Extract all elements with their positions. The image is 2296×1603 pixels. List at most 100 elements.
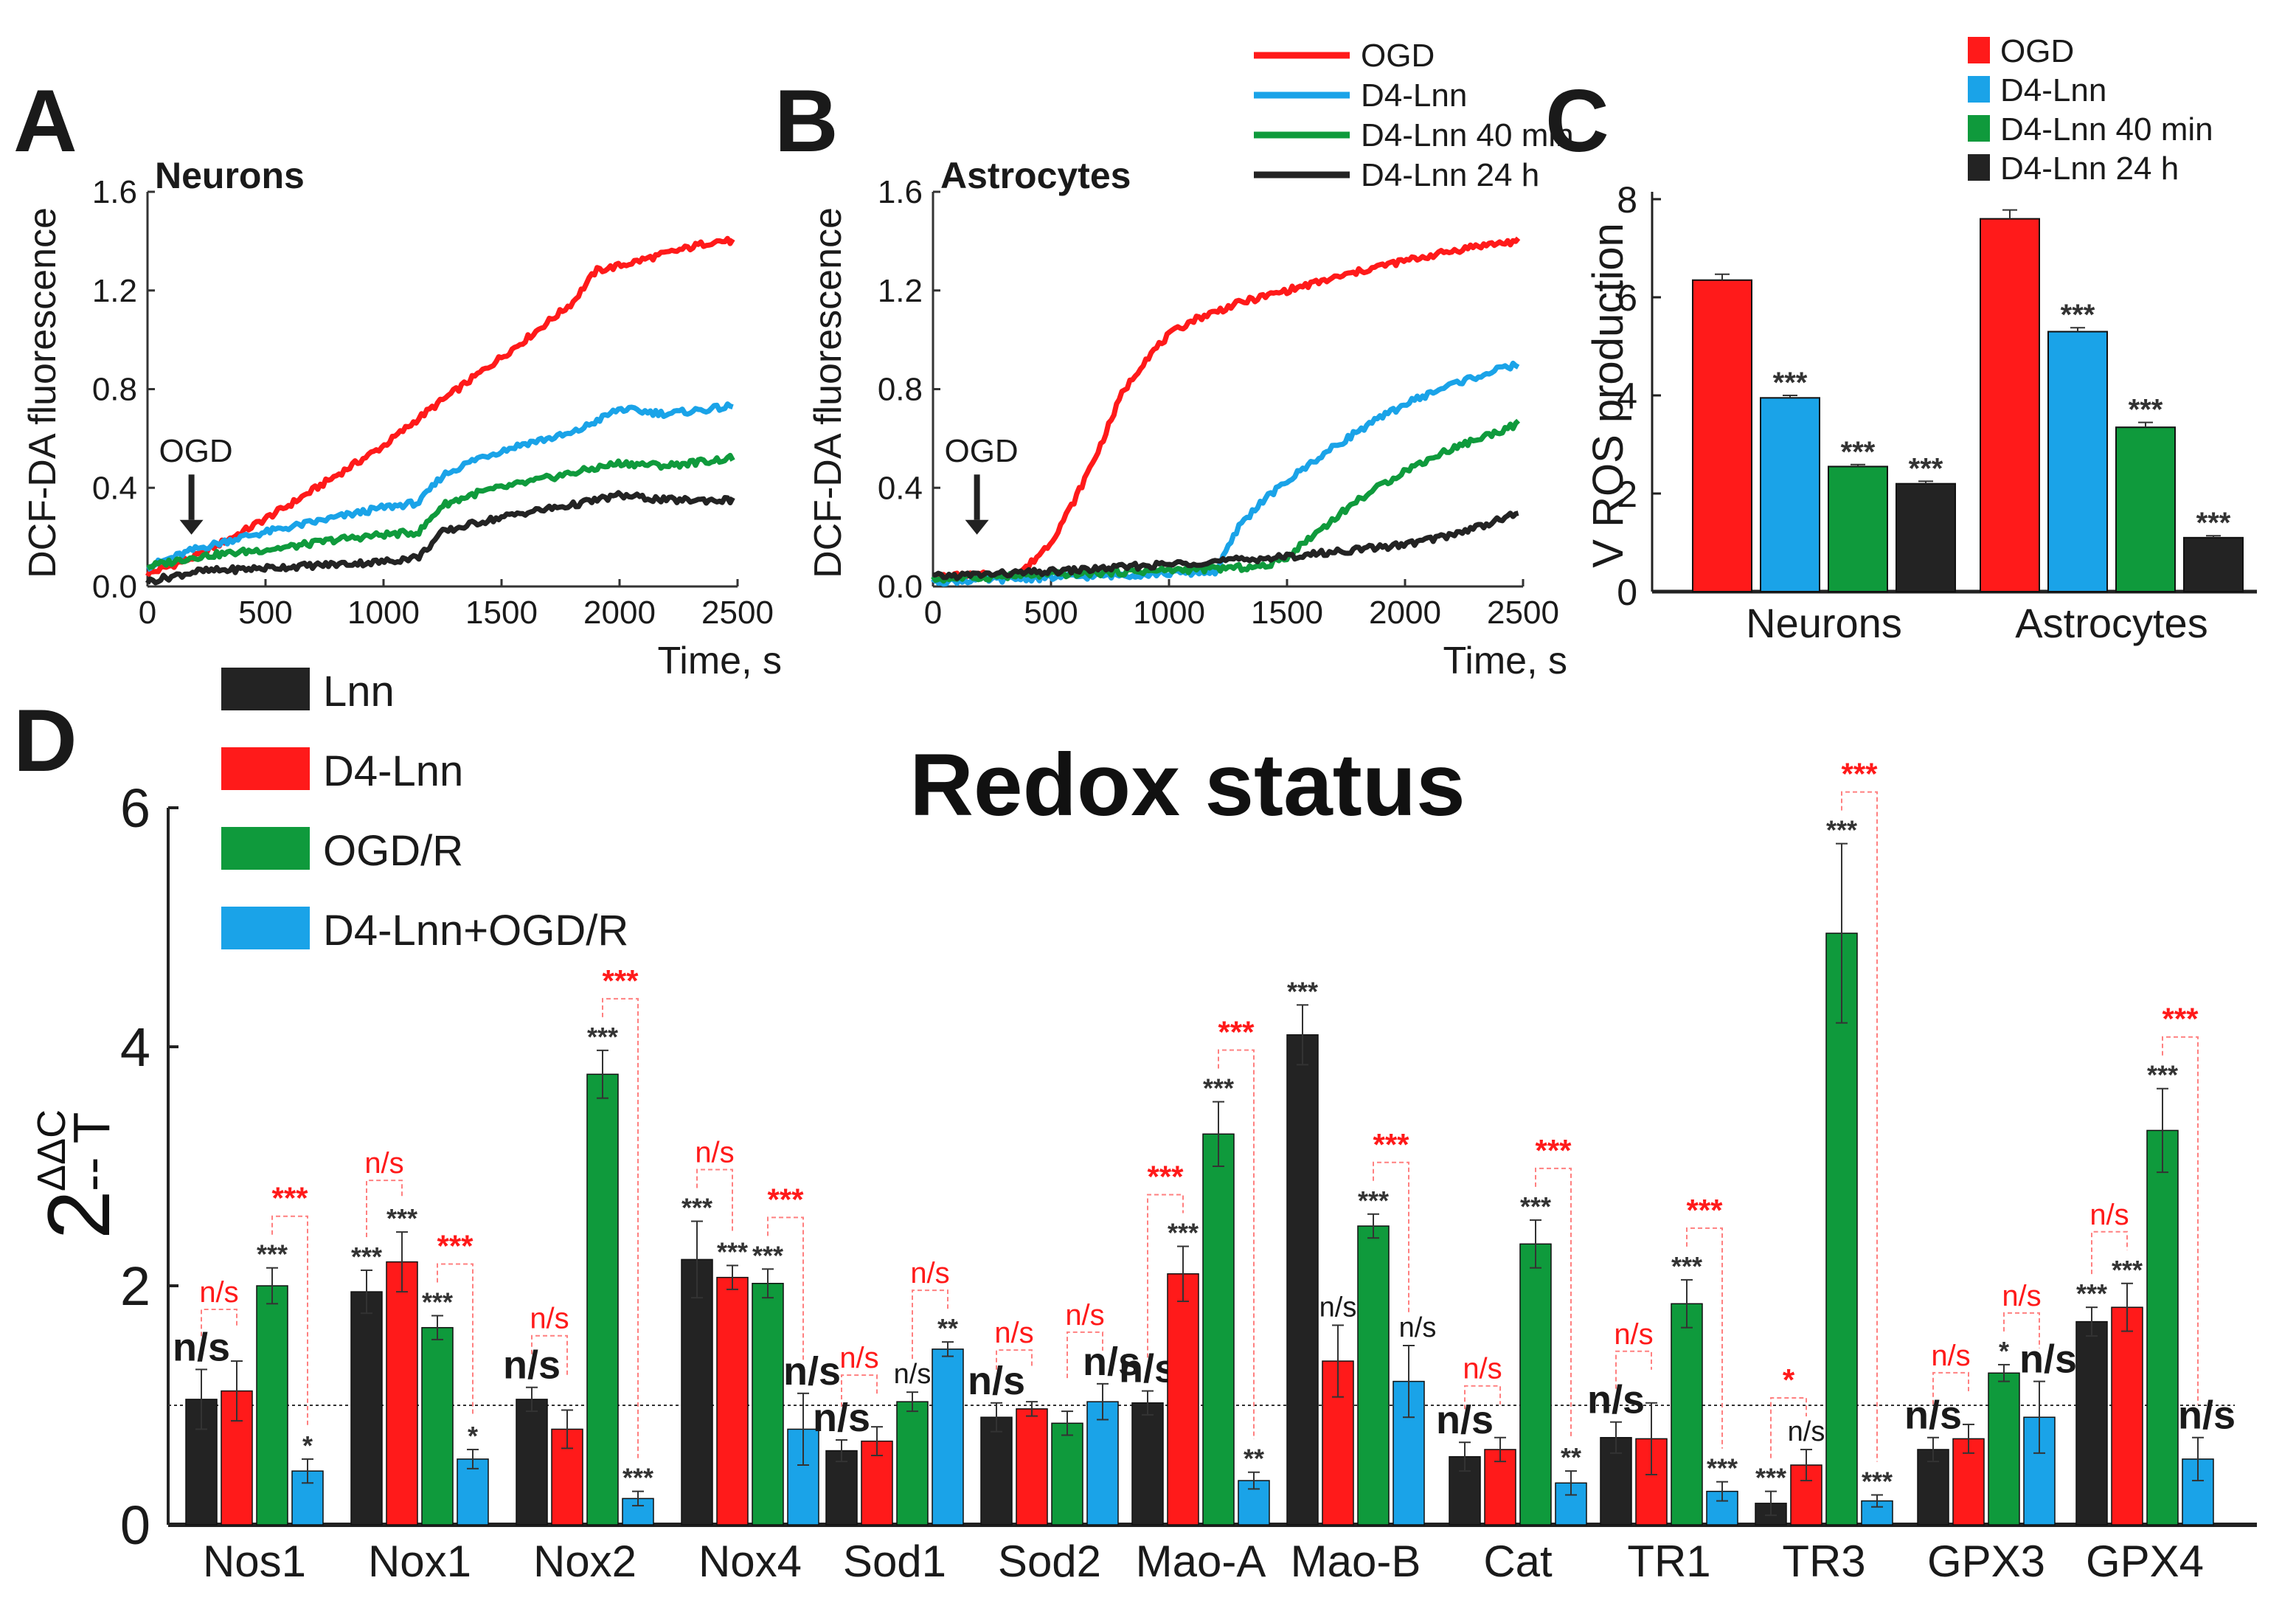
bar-d4-lnn-sod2 <box>1016 1408 1048 1526</box>
significance-marker: *** <box>2061 299 2095 331</box>
category-label-tr1: TR1 <box>1627 1537 1710 1586</box>
comparison-significance: * <box>1783 1363 1795 1397</box>
bar-ogd-r-sod2 <box>1051 1422 1083 1526</box>
bar-ogd-neurons <box>1692 279 1752 592</box>
comparison-significance: *** <box>1147 1160 1184 1194</box>
comparison-significance: n/s <box>1463 1353 1502 1385</box>
legend-label-ogd: OGD <box>1361 38 1435 74</box>
category-label-mao-a: Mao-A <box>1136 1537 1266 1586</box>
comparison-bracket <box>2162 1036 2199 1405</box>
comparison-bracket <box>1218 1049 1255 1439</box>
legend-label-lnn: Lnn <box>323 668 395 716</box>
category-label-tr3: TR3 <box>1782 1537 1865 1586</box>
comparison-significance: n/s <box>994 1317 1033 1349</box>
significance-marker: *** <box>1707 1453 1738 1483</box>
comparison-bracket <box>1464 1385 1501 1410</box>
x-tick-label: 1000 <box>347 595 420 631</box>
ogd-arrow-head <box>965 519 989 535</box>
bar-d4-lnn-neurons <box>1760 397 1820 592</box>
panel-b-line-chart: 0 500 1000 1500 2000 2500 0.0 0.4 0.8 1.2 1.6 Astro… <box>807 38 1574 682</box>
series-line-d4-lnn-24-h <box>932 510 1519 581</box>
bar-lnn-nox4 <box>681 1258 713 1526</box>
chart-title: Redox status <box>909 735 1466 834</box>
panel-letter-d: D <box>13 691 77 790</box>
comparison-significance: n/s <box>530 1303 569 1335</box>
significance-marker: *** <box>1520 1191 1551 1222</box>
significance-marker: *** <box>752 1240 783 1270</box>
panel-letter-c: C <box>1545 72 1609 170</box>
y-tick-label: 2 <box>120 1256 150 1317</box>
bar-ogd-r-tr1 <box>1671 1303 1703 1526</box>
y-tick-label: 0 <box>120 1495 150 1556</box>
x-tick-label: 500 <box>238 595 292 631</box>
comparison-significance: n/s <box>695 1137 734 1169</box>
comparison-significance: n/s <box>364 1147 403 1180</box>
comparison-bracket <box>437 1263 474 1416</box>
comparison-significance: n/s <box>1614 1318 1653 1351</box>
bar-ogd-r-tr3 <box>1825 932 1858 1526</box>
bar-lnn-cat <box>1449 1455 1481 1526</box>
significance-marker: n/s <box>1788 1416 1825 1447</box>
significance-marker: n/s <box>2019 1337 2077 1382</box>
legend-label-ogd: OGD <box>2000 33 2074 69</box>
comparison-bracket <box>602 997 639 1458</box>
bar-d4-lnn-ogd-r-sod2 <box>1086 1401 1119 1526</box>
comparison-bracket <box>1067 1331 1103 1379</box>
series-line-d4-lnn-40-min <box>146 452 735 571</box>
y-tick-label: 0.0 <box>92 569 137 605</box>
comparison-bracket <box>696 1169 733 1233</box>
bar-ogd-r-gpx4 <box>2146 1129 2179 1526</box>
bar-d4-lnn-ogd-r-nox1 <box>457 1458 489 1526</box>
comparison-significance: *** <box>602 963 639 998</box>
comparison-bracket <box>1770 1396 1807 1458</box>
significance-marker: * <box>468 1421 478 1451</box>
comparison-bracket <box>2003 1312 2040 1348</box>
significance-marker: *** <box>1841 436 1876 468</box>
legend-label-d4-lnn-24-h: D4-Lnn 24 h <box>1361 157 1539 193</box>
bar-d4-lnn-40-min-astrocytes <box>2115 426 2176 592</box>
y-axis-title: DCF-DA fluorescence <box>807 207 850 578</box>
comparison-significance: n/s <box>2089 1199 2129 1231</box>
bar-d4-lnn-40-min-neurons <box>1828 465 1888 592</box>
panel-a-line-chart: 0 500 1000 1500 2000 2500 0.0 0.4 0.8 1.2 1.6 Neuro… <box>21 155 782 682</box>
x-tick-label: 1500 <box>1251 595 1323 631</box>
comparison-significance: *** <box>1535 1133 1572 1168</box>
legend-label-ogd-r: OGD/R <box>323 827 463 875</box>
legend-swatch-d4-lnn-ogd-r <box>221 907 310 949</box>
legend-label-d4-lnn: D4-Lnn <box>1361 77 1467 114</box>
bar-d4-lnn-nox4 <box>716 1276 749 1526</box>
panel-c-bar-chart: 0 2 4 6 8V ROS production *** *** *** Neurons ***… <box>1584 33 2257 646</box>
significance-marker: ** <box>1561 1442 1581 1472</box>
bar-ogd-r-mao-b <box>1357 1225 1390 1526</box>
x-axis-title: Time, s <box>657 640 782 682</box>
comparison-bracket <box>841 1374 878 1407</box>
comparison-significance: *** <box>1218 1015 1255 1050</box>
legend-swatch-d4-lnn-24-h <box>1968 154 1990 181</box>
comparison-significance: n/s <box>1065 1299 1104 1332</box>
significance-marker: *** <box>1755 1463 1786 1493</box>
bar-ogd-r-nos1 <box>256 1285 288 1526</box>
bar-lnn-mao-b <box>1286 1034 1319 1526</box>
legend-swatch-d4-lnn <box>221 747 310 790</box>
legend-label-d4-lnn-40-min: D4-Lnn 40 min <box>1361 117 1574 153</box>
y-tick-label: 8 <box>1617 179 1637 221</box>
comparison-significance: *** <box>2162 1002 2199 1036</box>
significance-marker: *** <box>1287 976 1318 1006</box>
category-label-cat: Cat <box>1483 1537 1553 1586</box>
comparison-significance: *** <box>1373 1127 1409 1162</box>
bar-lnn-gpx4 <box>2075 1320 2108 1526</box>
comparison-bracket <box>1373 1161 1409 1312</box>
bar-ogd-r-sod1 <box>896 1401 929 1526</box>
bar-d4-lnn-astrocytes <box>2047 330 2108 592</box>
y-tick-label: 4 <box>120 1017 150 1078</box>
significance-marker: n/s <box>1319 1292 1357 1323</box>
category-label-nox2: Nox2 <box>533 1537 637 1586</box>
comparison-significance: n/s <box>839 1342 878 1374</box>
chart-title: Astrocytes <box>940 155 1131 196</box>
bar-ogd-astrocytes <box>1980 218 2040 592</box>
bar-ogd-r-gpx3 <box>1988 1372 2020 1526</box>
significance-marker: *** <box>351 1242 382 1272</box>
x-axis-title: Time, s <box>1443 640 1567 682</box>
